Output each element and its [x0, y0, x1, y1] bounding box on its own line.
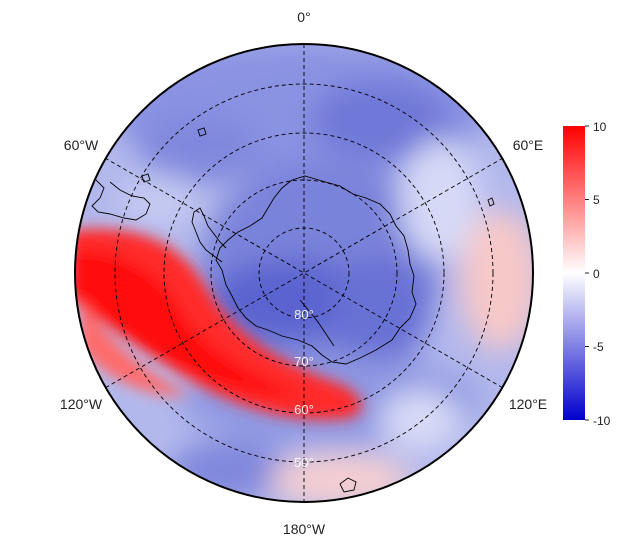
latitude-label-80: 80° [294, 307, 314, 322]
coastlines [91, 127, 495, 493]
latitude-label-60: 60° [294, 402, 314, 417]
map-boundary [74, 43, 534, 503]
antarctica-coastline [215, 175, 417, 365]
latitude-circle-60 [163, 132, 445, 414]
antarctic-peninsula [191, 207, 227, 263]
longitude-label-top: 0° [297, 9, 310, 25]
latitude-label-50: 50° [294, 455, 314, 470]
new-zealand-coast [339, 477, 357, 493]
anomaly-field [75, 44, 533, 502]
colorbar-label-10: 10 [593, 120, 607, 134]
latitude-circle-50 [114, 83, 494, 463]
longitude-label-bottom: 180°W [283, 521, 326, 537]
colorbar-label-5: 5 [593, 193, 600, 207]
longitude-label-upper-right: 60°E [513, 137, 544, 153]
colorbar-gradient [563, 126, 585, 420]
latitude-label-70: 70° [294, 354, 314, 369]
colorbar-label-minus10: -10 [593, 414, 611, 428]
small-island-east [487, 197, 495, 207]
colorbar: 10 5 0 -5 -10 [563, 120, 611, 428]
longitude-label-lower-left: 120°W [60, 396, 103, 412]
longitude-label-lower-right: 120°E [509, 396, 547, 412]
graticule [104, 44, 504, 502]
longitude-label-upper-left: 60°W [64, 137, 99, 153]
south-georgia [197, 127, 207, 137]
ross-ice-shelf [299, 299, 335, 347]
colorbar-label-minus5: -5 [593, 340, 604, 354]
colorbar-label-0: 0 [593, 267, 600, 281]
south-america-coast [91, 179, 151, 221]
